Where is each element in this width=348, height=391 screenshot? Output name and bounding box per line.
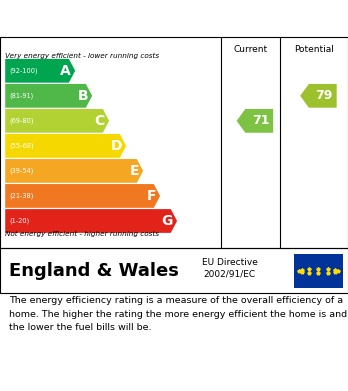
Polygon shape [5, 59, 75, 83]
Text: D: D [110, 139, 122, 153]
Polygon shape [5, 184, 160, 208]
Text: (81-91): (81-91) [9, 93, 34, 99]
Text: (1-20): (1-20) [9, 218, 30, 224]
Text: Potential: Potential [294, 45, 334, 54]
Polygon shape [5, 134, 126, 158]
Text: Energy Efficiency Rating: Energy Efficiency Rating [9, 12, 230, 27]
Text: 79: 79 [316, 89, 333, 102]
Polygon shape [5, 84, 92, 108]
Polygon shape [237, 109, 273, 133]
Polygon shape [5, 109, 109, 133]
Polygon shape [5, 209, 177, 233]
Text: EU Directive
2002/91/EC: EU Directive 2002/91/EC [202, 258, 258, 279]
Text: A: A [60, 64, 71, 78]
Text: B: B [77, 89, 88, 103]
Text: (69-80): (69-80) [9, 118, 34, 124]
Text: The energy efficiency rating is a measure of the overall efficiency of a home. T: The energy efficiency rating is a measur… [9, 296, 347, 332]
Text: F: F [147, 189, 156, 203]
Text: E: E [129, 164, 139, 178]
Text: C: C [95, 114, 105, 128]
Text: G: G [161, 214, 173, 228]
Text: (21-38): (21-38) [9, 193, 34, 199]
Text: Current: Current [234, 45, 268, 54]
Text: (92-100): (92-100) [9, 68, 38, 74]
Polygon shape [300, 84, 337, 108]
Text: England & Wales: England & Wales [9, 262, 179, 280]
Text: (55-68): (55-68) [9, 143, 34, 149]
Text: 71: 71 [252, 114, 269, 127]
Text: (39-54): (39-54) [9, 168, 34, 174]
Text: Very energy efficient - lower running costs: Very energy efficient - lower running co… [5, 53, 159, 59]
FancyBboxPatch shape [294, 254, 343, 288]
Text: Not energy efficient - higher running costs: Not energy efficient - higher running co… [5, 231, 159, 237]
Polygon shape [5, 159, 143, 183]
